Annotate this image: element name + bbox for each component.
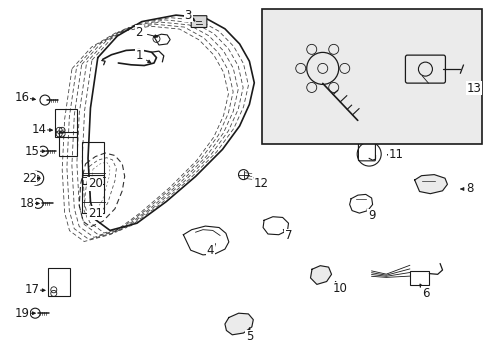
- Polygon shape: [310, 266, 331, 284]
- Text: 6: 6: [421, 287, 428, 300]
- Text: 17: 17: [24, 283, 39, 296]
- Text: 2: 2: [135, 26, 143, 39]
- Text: 10: 10: [332, 282, 346, 295]
- Text: 3: 3: [184, 9, 192, 22]
- Bar: [409, 271, 428, 285]
- Bar: [261, 9, 481, 144]
- Bar: [82, 141, 104, 184]
- Text: 22: 22: [22, 172, 37, 185]
- Text: 20: 20: [88, 177, 102, 190]
- Polygon shape: [414, 175, 447, 194]
- Text: 7: 7: [284, 229, 292, 242]
- Bar: [48, 268, 70, 296]
- Text: 8: 8: [465, 183, 472, 195]
- Text: 21: 21: [88, 207, 102, 220]
- Bar: [55, 109, 77, 137]
- Text: 9: 9: [367, 210, 375, 222]
- Text: 12: 12: [254, 177, 268, 190]
- Text: 11: 11: [388, 148, 403, 161]
- Polygon shape: [224, 313, 253, 335]
- Text: 14: 14: [32, 123, 46, 136]
- Text: 15: 15: [24, 145, 39, 158]
- Text: 18: 18: [20, 197, 34, 210]
- Text: 19: 19: [15, 307, 29, 320]
- Text: 5: 5: [245, 330, 253, 343]
- Text: 16: 16: [15, 91, 29, 104]
- Text: 1: 1: [135, 49, 143, 62]
- Bar: [59, 132, 77, 156]
- Text: 13: 13: [466, 82, 481, 95]
- Bar: [82, 175, 104, 213]
- Text: 4: 4: [206, 244, 214, 257]
- FancyBboxPatch shape: [191, 16, 206, 27]
